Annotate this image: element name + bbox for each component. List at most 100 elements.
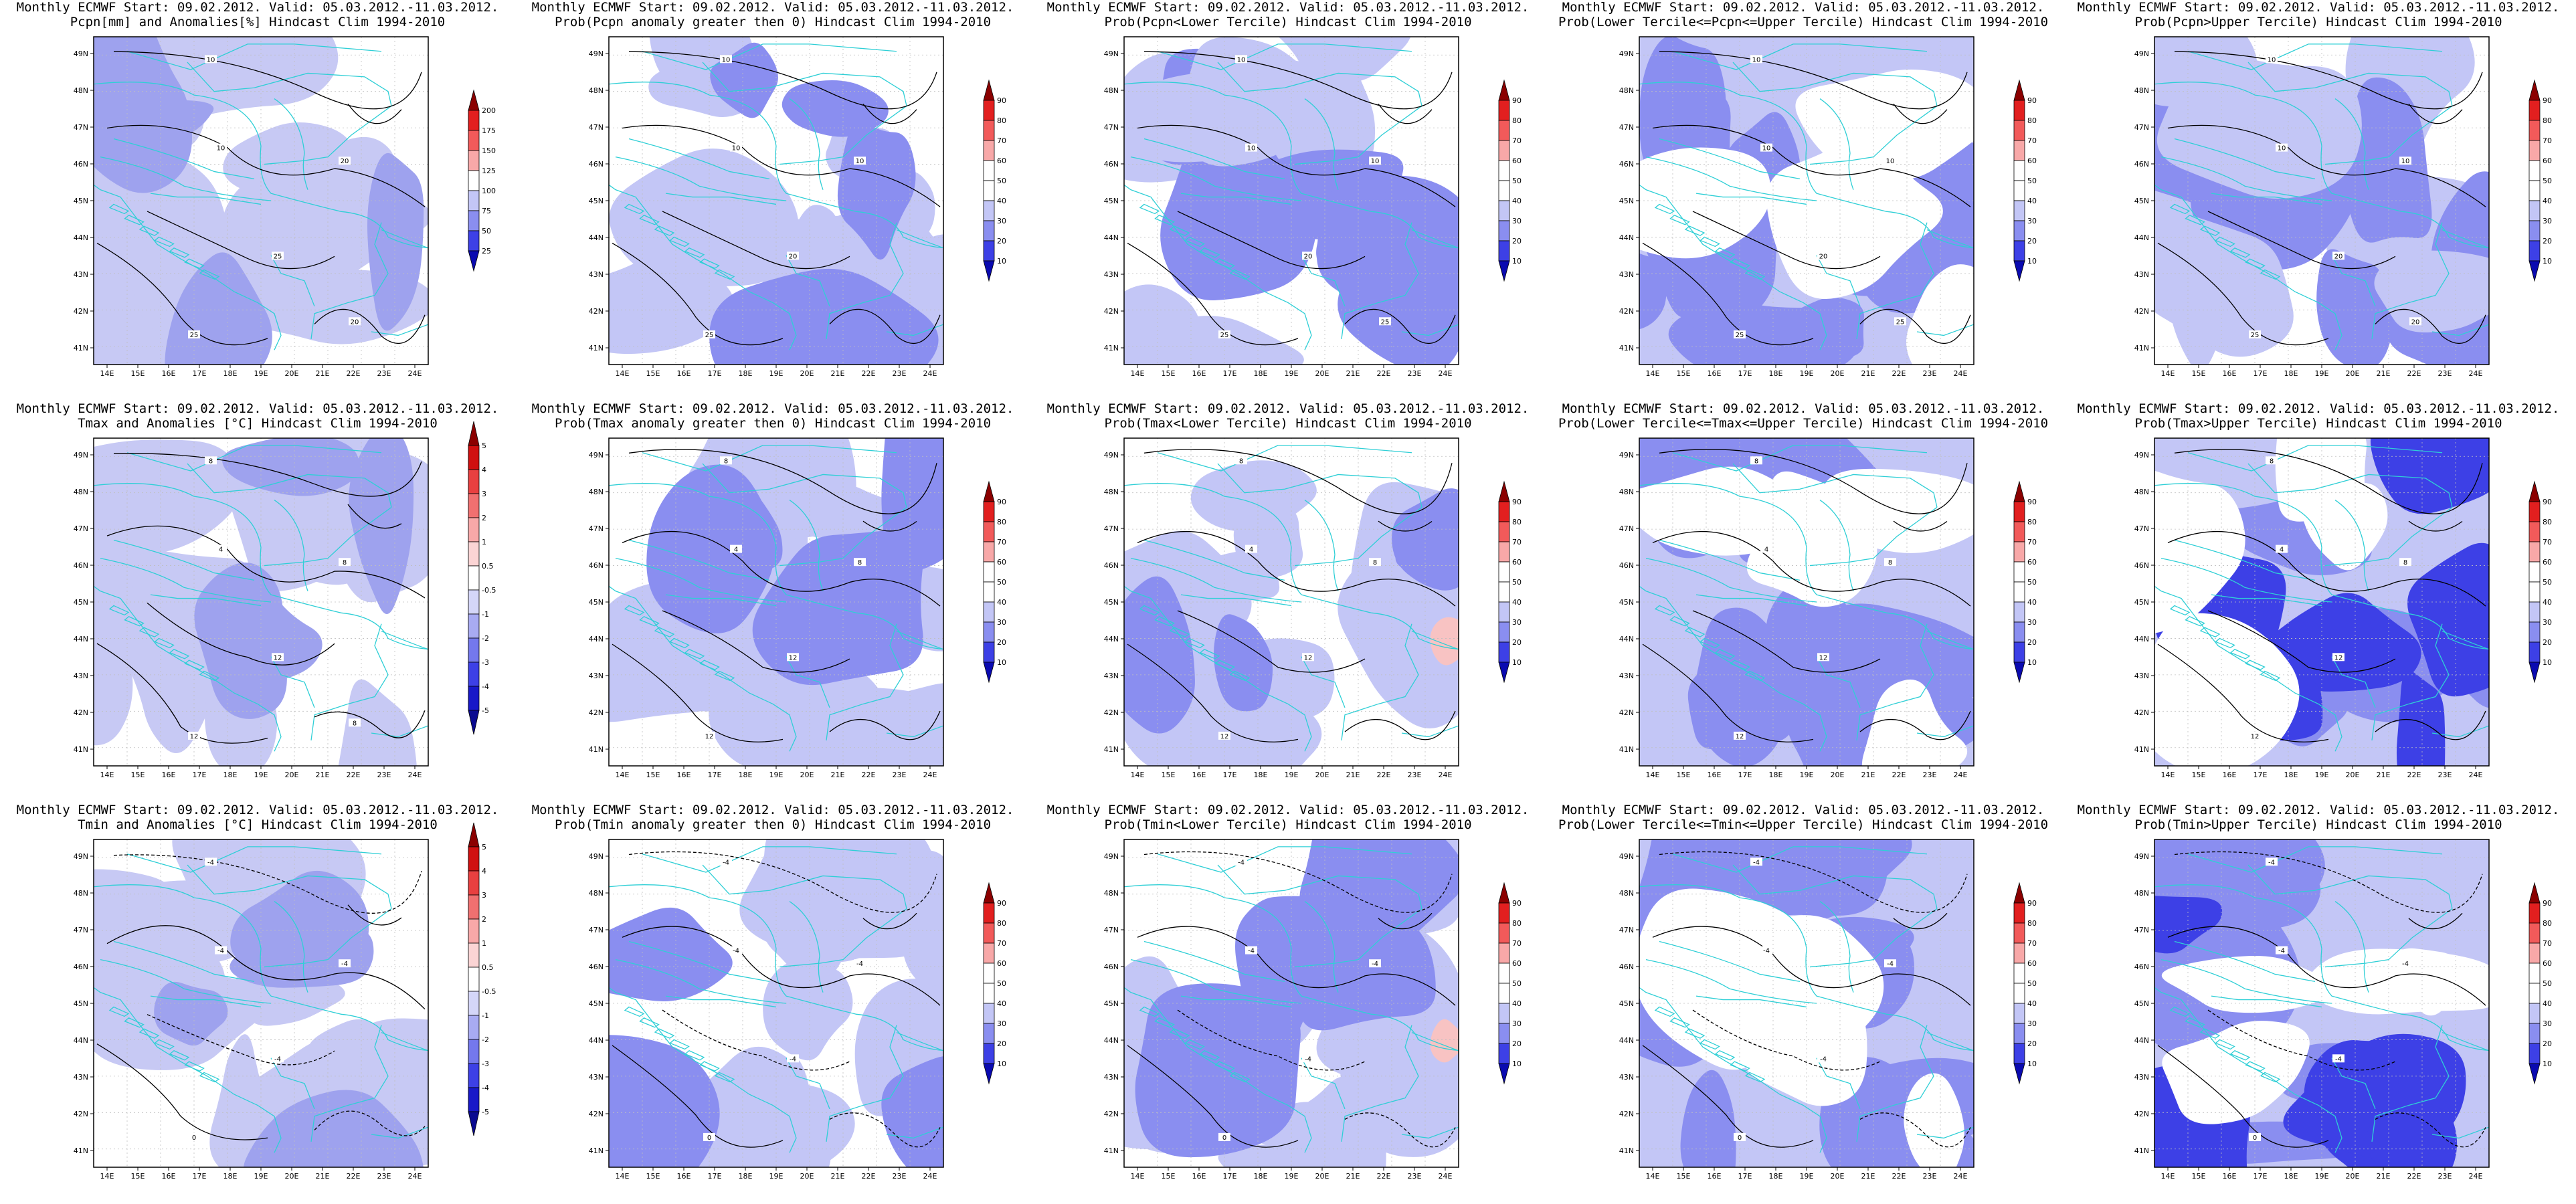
latitude-tick-label: 47N (589, 524, 604, 533)
contour-label-box (349, 317, 361, 326)
coastline-border-line (2211, 594, 2322, 607)
coastline-border-line (669, 236, 690, 247)
colorbar-label: 40 (1512, 598, 1522, 607)
contour-label: 10 (722, 56, 731, 64)
latitude-tick-label: 45N (1104, 999, 1119, 1008)
panel-title-line-2: Prob(Pcpn>Upper Tercile) Hindcast Clim 1… (2134, 15, 2502, 29)
coastline-border-line (2245, 258, 2266, 269)
coastline-border-line (1214, 1061, 1235, 1072)
longitude-tick-label: 24E (408, 369, 422, 378)
shaded-region (94, 439, 242, 556)
colorbar: 90 80 70 60 50 40 30 20 10 (983, 882, 1006, 1085)
coastline-border-line (1411, 1031, 1459, 1051)
colorbar-label: 80 (1512, 518, 1522, 526)
coastline-border-line (1130, 558, 1302, 603)
colorbar-label: -3 (482, 658, 489, 667)
longitude-tick-label: 23E (377, 369, 391, 378)
contour-line (2157, 643, 2329, 742)
forecast-map-panel: Monthly ECMWF Start: 09.02.2012. Valid: … (2061, 0, 2576, 401)
contour-label: 12 (2334, 654, 2343, 662)
shaded-region (229, 914, 374, 988)
contour-label-box (720, 858, 732, 866)
coastline-border-line (826, 1025, 904, 1142)
coastline-border-line (94, 483, 428, 650)
contour-label-box (787, 252, 799, 260)
shaded-region (1639, 466, 1795, 556)
contour-label: 8 (1239, 458, 1243, 465)
contour-line (612, 1045, 784, 1148)
colorbar: 90 80 70 60 50 40 30 20 10 (983, 79, 1006, 282)
longitude-tick-label: 14E (2161, 771, 2175, 779)
latitude-tick-label: 41N (74, 1146, 88, 1155)
contour-label: 12 (2251, 733, 2260, 740)
longitude-tick-label: 21E (316, 1172, 330, 1181)
shaded-region (1639, 147, 1771, 259)
contour-label: 20 (2334, 253, 2343, 260)
colorbar-label: 30 (2543, 217, 2552, 225)
contour-line (622, 124, 941, 207)
latitude-tick-label: 45N (74, 197, 88, 205)
colorbar-label: 50 (2027, 177, 2037, 185)
latitude-tick-label: 45N (2134, 197, 2149, 205)
contour-label-box (1884, 558, 1896, 567)
contour-line (1642, 643, 1814, 742)
coastline-border-line (2169, 1006, 2191, 1017)
longitude-tick-label: 19E (1800, 771, 1814, 779)
contour-line (662, 1009, 850, 1071)
longitude-tick-label: 19E (2315, 369, 2329, 378)
latitude-tick-label: 49N (74, 49, 88, 58)
coastline-border-line (199, 269, 220, 280)
coastline-border-line (270, 1058, 315, 1110)
coastline-border-line (100, 959, 272, 1004)
contour-line (1859, 308, 1971, 344)
longitude-tick-label: 24E (2469, 771, 2483, 779)
coastline-border-line (1124, 483, 1459, 650)
latitude-tick-label: 49N (1619, 49, 1634, 58)
contour-label-box (339, 959, 351, 968)
colorbar: 5 4 3 2 1 0.5 -0.5 -1 -2 -3 -4 -5 (468, 421, 496, 735)
colorbar-label: 70 (997, 136, 1006, 145)
coastline-border-line (654, 627, 675, 637)
latitude-tick-label: 44N (1619, 233, 1634, 242)
contour-label-box (1817, 653, 1829, 662)
contour-label: 0 (2253, 1134, 2257, 1142)
contour-line (829, 308, 941, 344)
shaded-anomaly-field: 10 10 10 20 25 25 (1124, 37, 1459, 365)
coastline-border-line (139, 225, 160, 236)
coastline-border-line (100, 558, 272, 603)
longitude-tick-label: 15E (131, 369, 145, 378)
coastline-border-line (609, 483, 943, 650)
contour-label-box (205, 55, 217, 64)
longitude-tick-label: 19E (254, 369, 268, 378)
contour-line (1652, 124, 1971, 207)
colorbar-label: 50 (2543, 578, 2552, 587)
longitude-tick-label: 15E (1677, 771, 1691, 779)
contour-label: 20 (789, 253, 798, 260)
contour-line (1378, 520, 1433, 532)
coastline-border-line (699, 1061, 720, 1072)
colorbar-label: -0.5 (482, 586, 496, 595)
colorbar-label: 10 (1512, 1060, 1522, 1068)
latitude-tick-label: 44N (74, 1036, 88, 1045)
shaded-region (1124, 576, 1195, 734)
panel-title-line-1: Monthly ECMWF Start: 09.02.2012. Valid: … (1562, 0, 2045, 15)
coastline-border-line (624, 605, 645, 616)
coastline-border-line (1157, 43, 1412, 70)
latitude-tick-label: 43N (2134, 270, 2149, 279)
latitude-tick-label: 44N (589, 233, 604, 242)
colorbar-label: 0.5 (482, 562, 494, 571)
coastline-border-line (2185, 1017, 2205, 1028)
contour-label-box (1235, 55, 1247, 64)
contour-line (314, 1110, 426, 1136)
colorbar-label: 30 (2027, 217, 2037, 225)
latitude-tick-label: 48N (1619, 86, 1634, 95)
longitude-tick-label: 24E (408, 771, 422, 779)
coastline-border-line (2174, 940, 2316, 982)
coastline-border-line (2229, 649, 2251, 660)
coastline-border-line (1645, 959, 1817, 1004)
contour-line (662, 211, 850, 270)
coastline-border-line (789, 901, 824, 993)
coastline-border-line (2187, 846, 2443, 873)
coastline-border-line (310, 222, 389, 339)
